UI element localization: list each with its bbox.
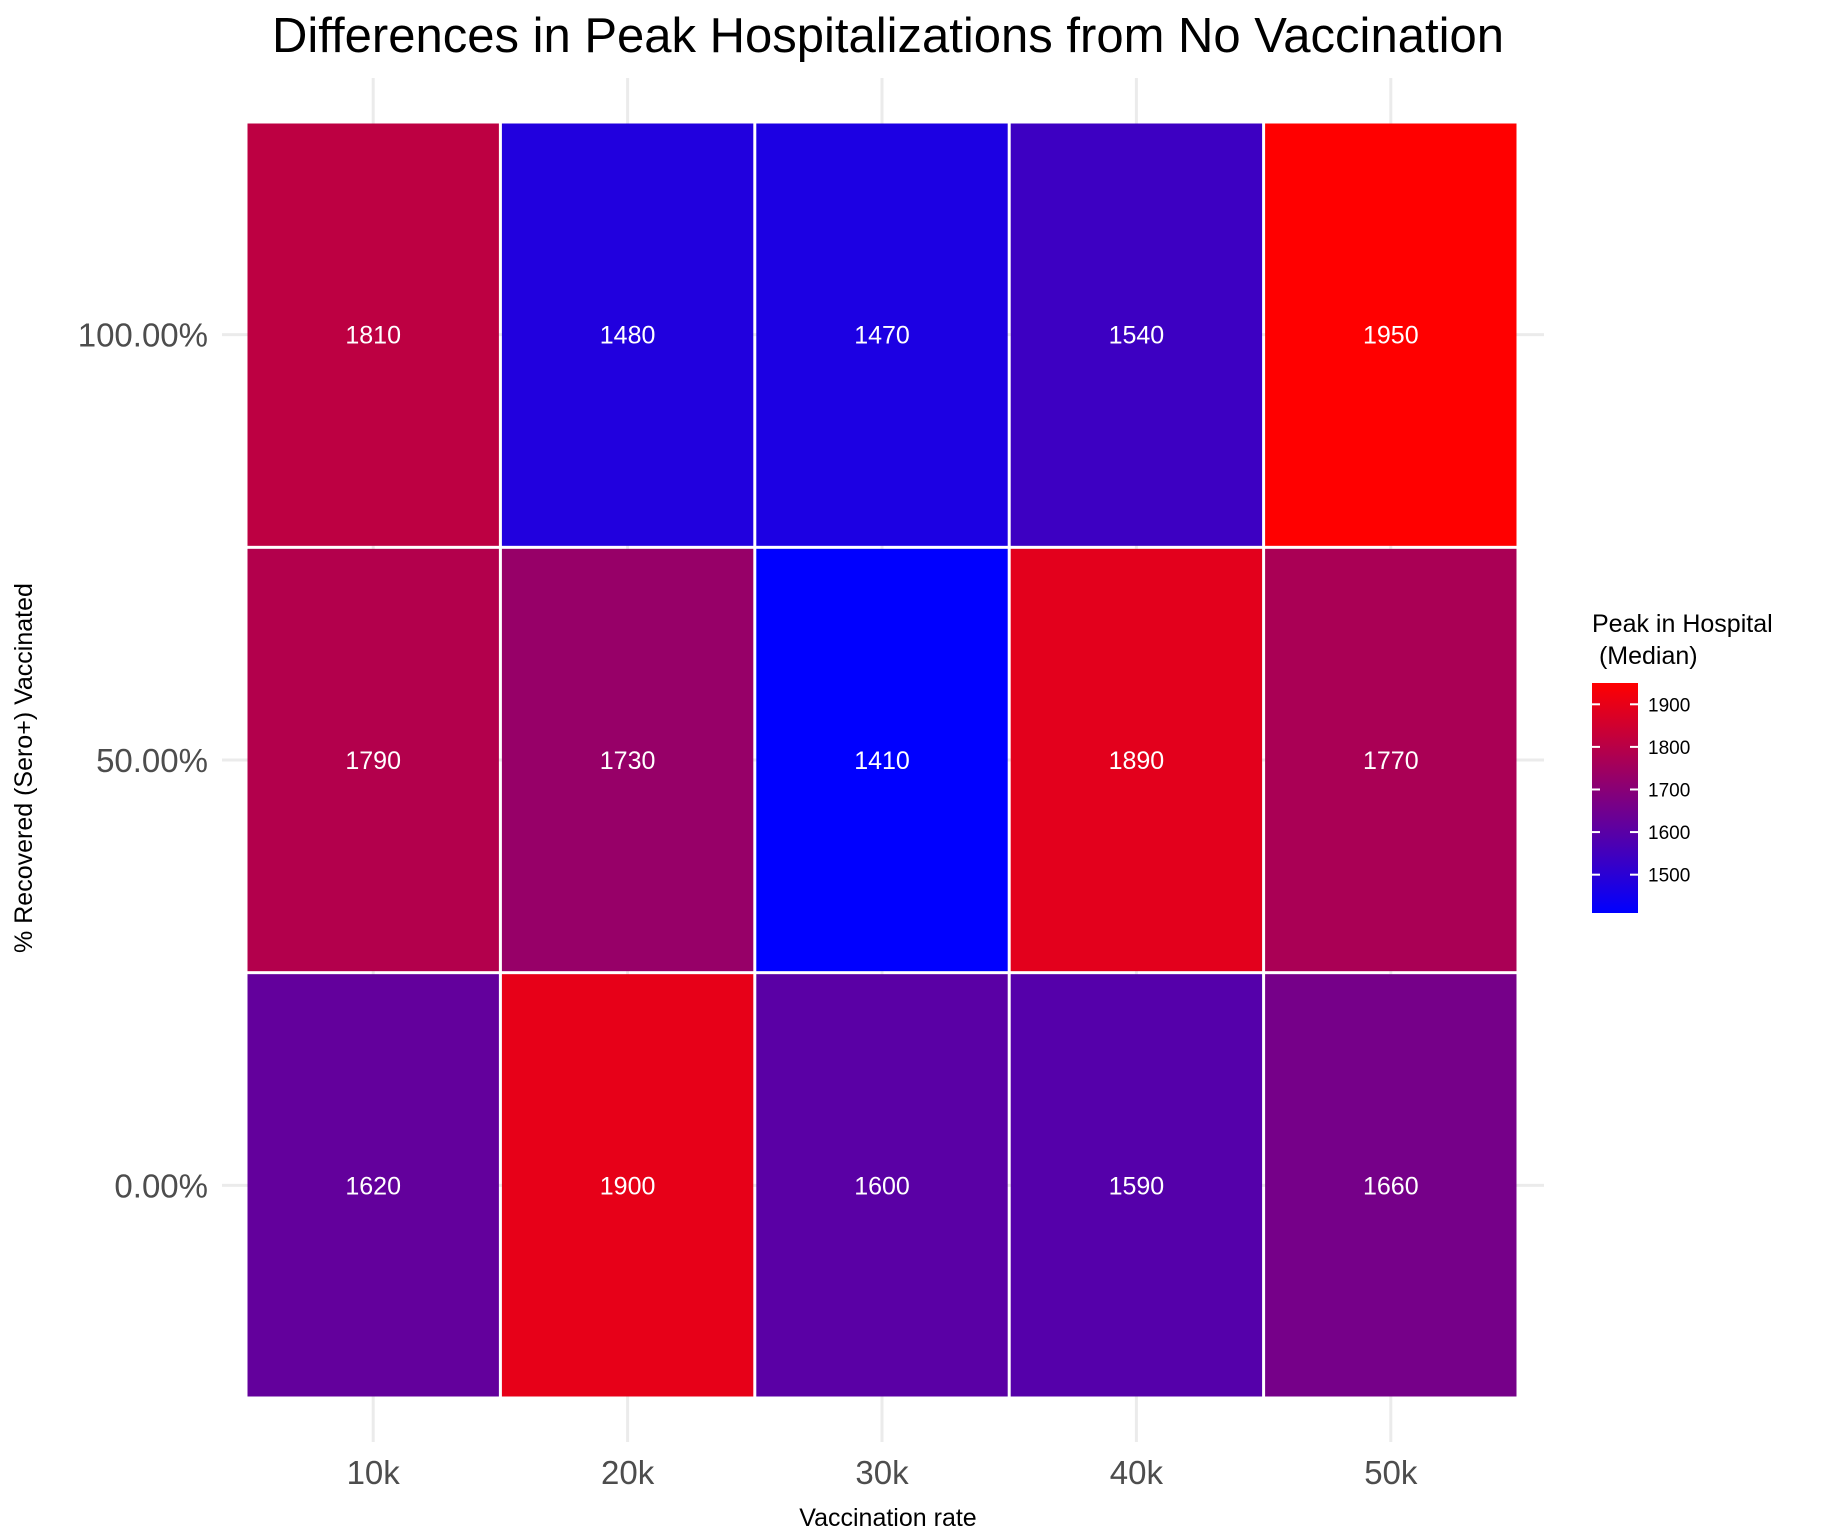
heatmap-cell-30k-0.00% (756, 974, 1008, 1397)
heatmap-cell-10k-100.00% (247, 123, 499, 546)
cell-value-label: 1410 (854, 747, 910, 775)
legend-tick-label: 1800 (1648, 738, 1690, 759)
heatmap-cell-50k-100.00% (1265, 123, 1517, 546)
y-tick-label: 100.00% (78, 317, 208, 354)
y-tick-label: 50.00% (96, 742, 208, 779)
cell-value-label: 1810 (345, 322, 401, 350)
legend-title-line-1: Peak in Hospital (1592, 610, 1773, 638)
legend-tick-label: 1500 (1648, 866, 1690, 887)
cell-value-label: 1590 (1109, 1172, 1165, 1200)
cell-value-label: 1470 (854, 322, 910, 350)
color-legend: Peak in Hospital (Median) 1500 1600 1700 18… (1592, 610, 1773, 913)
cell-value-label: 1660 (1363, 1172, 1419, 1200)
cell-value-label: 1890 (1109, 747, 1165, 775)
heatmap-cell-50k-50.00% (1265, 548, 1517, 972)
legend-ticks: 1500 1600 1700 1800 1900 (1592, 695, 1690, 887)
legend-title-line-2: (Median) (1592, 642, 1698, 670)
heatmap-cell-40k-0.00% (1010, 974, 1263, 1397)
legend-tick-label: 1700 (1648, 780, 1690, 801)
y-axis-tick-labels: 0.00% 50.00% 100.00% (78, 317, 208, 1205)
x-tick-label-20k: 20k (601, 1454, 655, 1491)
heatmap-cell-10k-0.00% (247, 974, 499, 1397)
x-tick-label-10k: 10k (347, 1454, 401, 1491)
cell-value-labels: 1620 1900 1600 1590 1660 1790 1730 1410 1890 1770… (345, 322, 1418, 1201)
x-axis-title: Vaccination rate (799, 1504, 976, 1532)
cell-value-label: 1730 (600, 747, 656, 775)
heatmap-cell-10k-50.00% (247, 548, 499, 972)
heatmap-cells (247, 123, 1517, 1397)
cell-value-label: 1900 (600, 1172, 656, 1200)
x-tick-label-30k: 30k (855, 1454, 909, 1491)
x-tick-label-40k: 40k (1110, 1454, 1164, 1491)
x-axis-tick-labels: 10k 20k 30k 40k 50k (347, 1454, 1418, 1491)
cell-value-label: 1540 (1109, 322, 1165, 350)
x-tick-label-50k: 50k (1364, 1454, 1418, 1491)
chart-title: Differences in Peak Hospitalizations fro… (272, 9, 1504, 63)
cell-value-label: 1480 (600, 322, 656, 350)
legend-tick-label: 1600 (1648, 823, 1690, 844)
heatmap-cell-20k-50.00% (501, 548, 754, 972)
y-axis-title: % Recovered (Sero+) Vaccinated (10, 583, 38, 953)
cell-value-label: 1790 (345, 747, 401, 775)
heatmap-cell-20k-100.00% (501, 123, 754, 546)
heatmap-cell-30k-50.00% (756, 548, 1008, 972)
cell-value-label: 1770 (1363, 747, 1419, 775)
heatmap-cell-50k-0.00% (1265, 974, 1517, 1397)
heatmap-cell-20k-0.00% (501, 974, 754, 1397)
cell-value-label: 1950 (1363, 322, 1419, 350)
cell-value-label: 1600 (854, 1172, 910, 1200)
legend-tick-label: 1900 (1648, 695, 1690, 716)
y-tick-label: 0.00% (114, 1167, 208, 1204)
heatmap-cell-30k-100.00% (756, 123, 1008, 546)
heatmap-cell-40k-50.00% (1010, 548, 1263, 972)
cell-value-label: 1620 (345, 1172, 401, 1200)
heatmap-cell-40k-100.00% (1010, 123, 1263, 546)
legend-colorbar (1592, 683, 1638, 913)
